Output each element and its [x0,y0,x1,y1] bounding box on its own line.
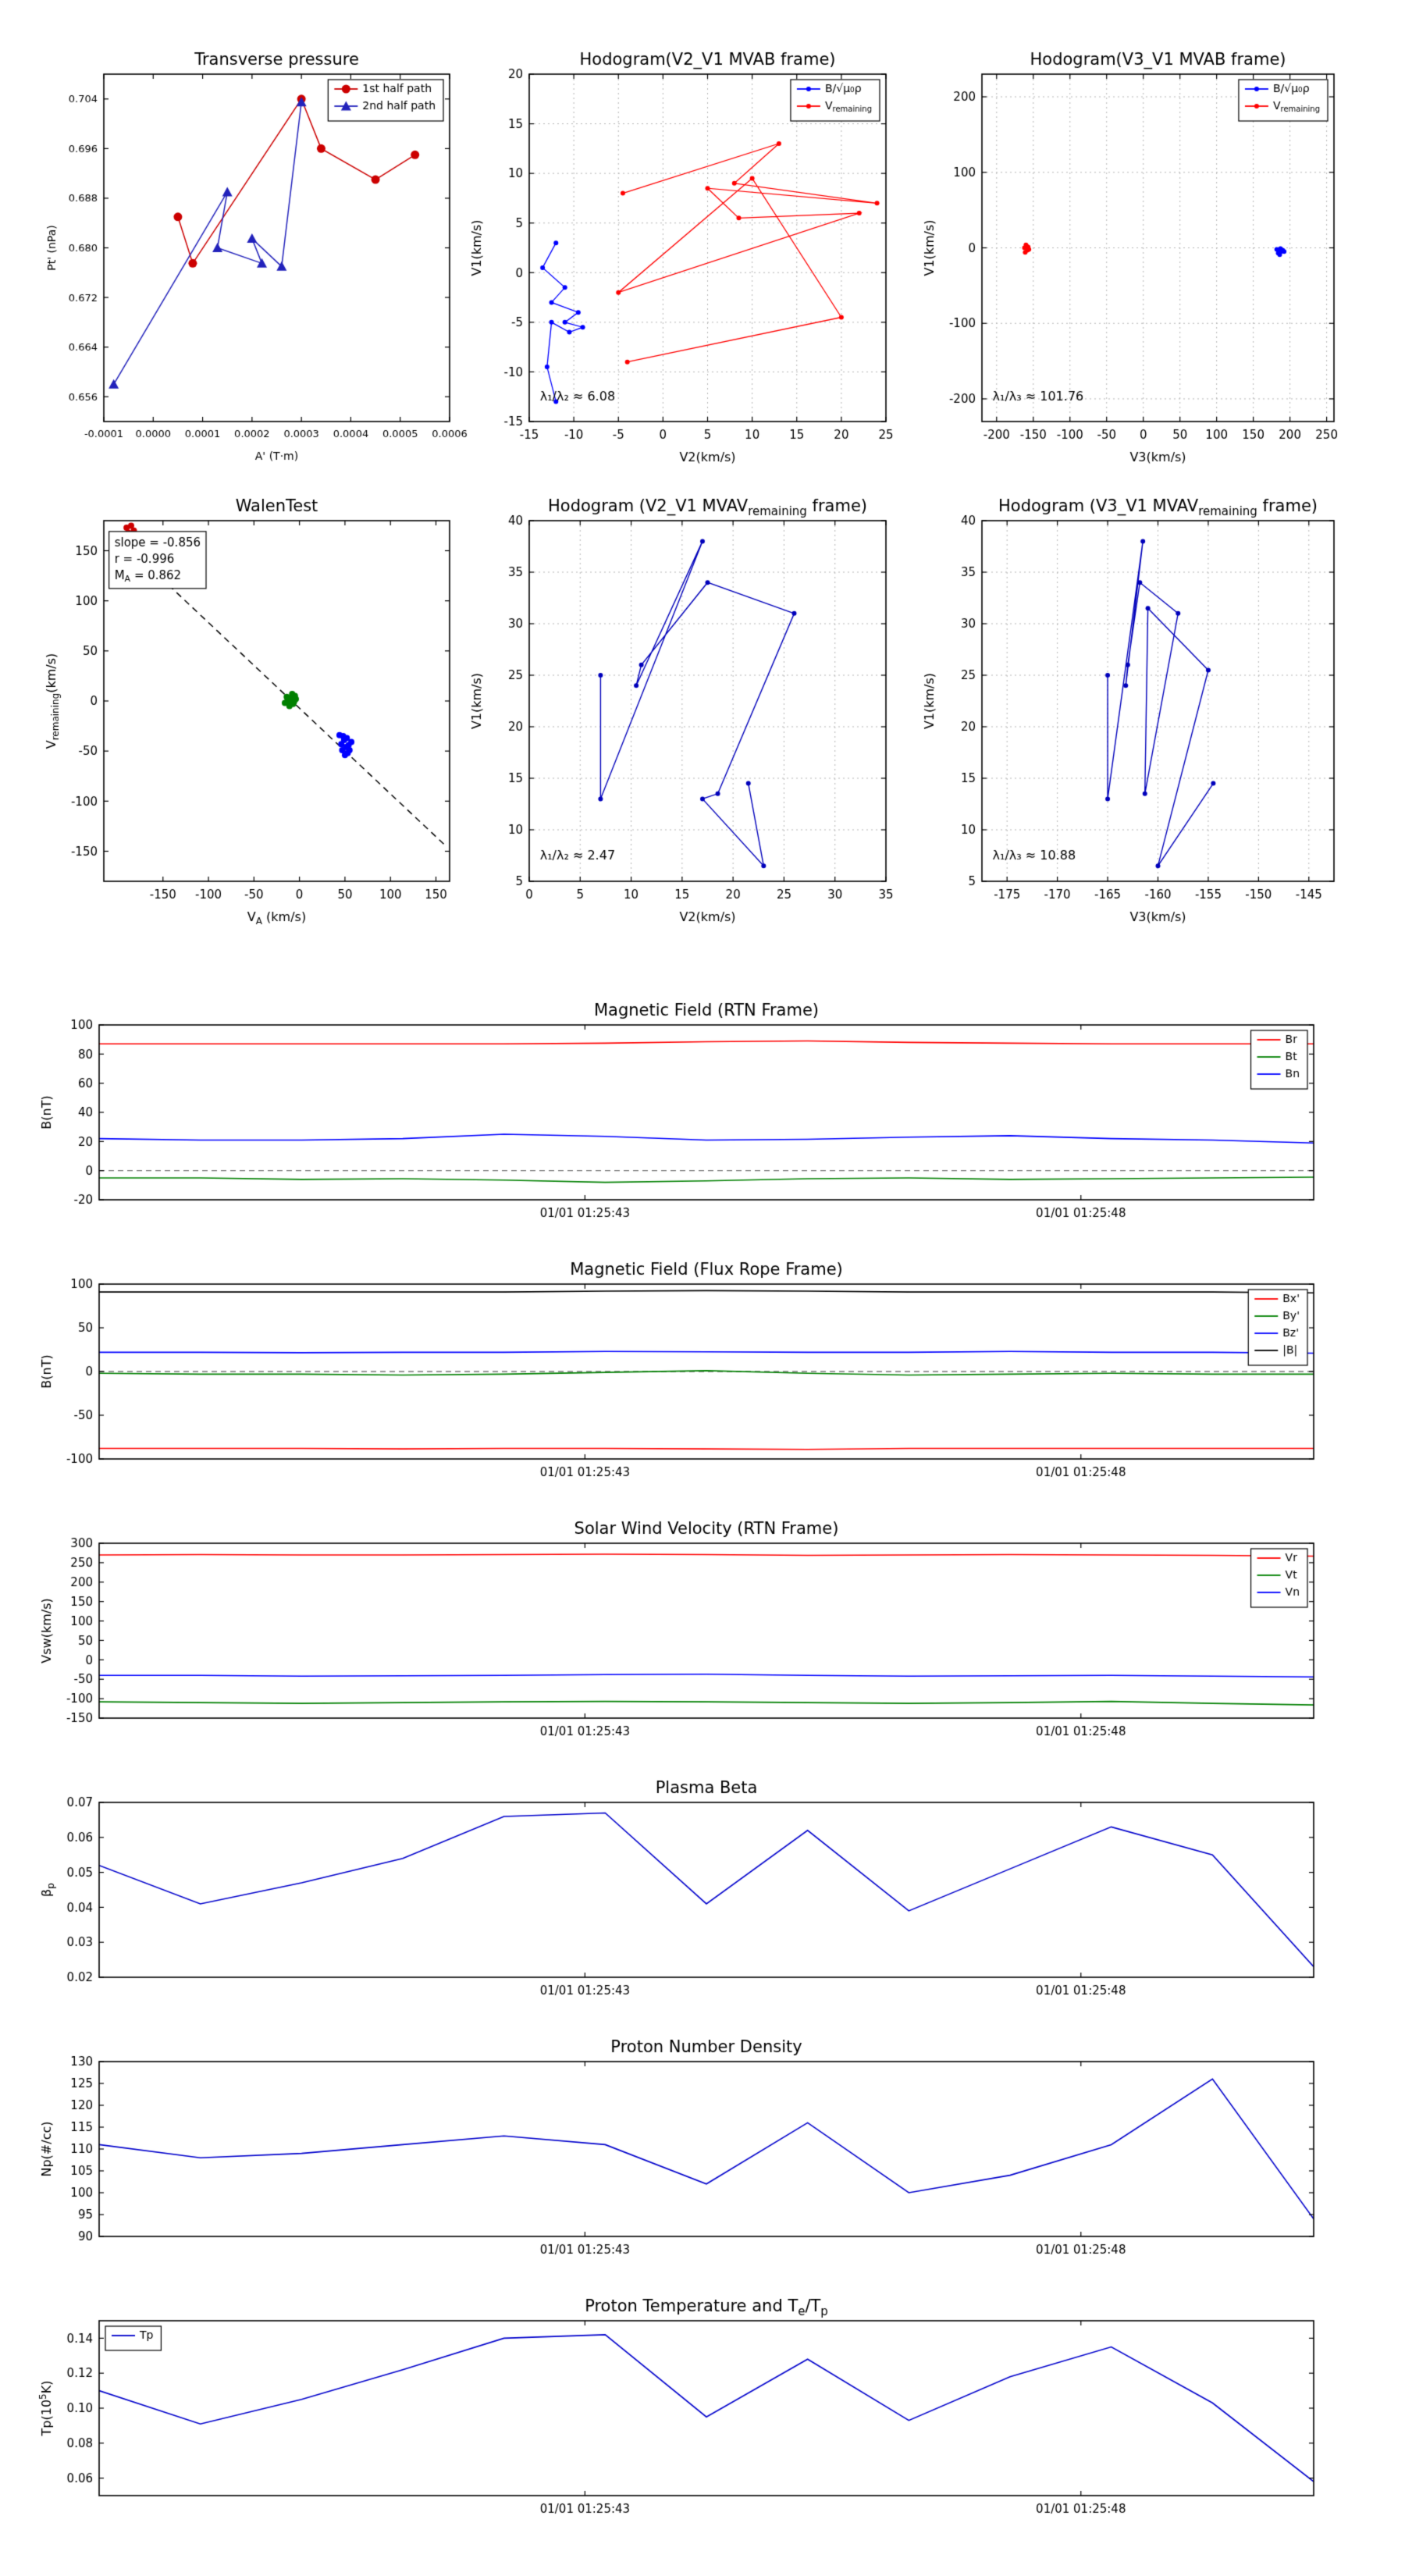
flux-rope-analysis-figure [0,0,1405,2576]
plots-canvas [0,0,1405,2576]
